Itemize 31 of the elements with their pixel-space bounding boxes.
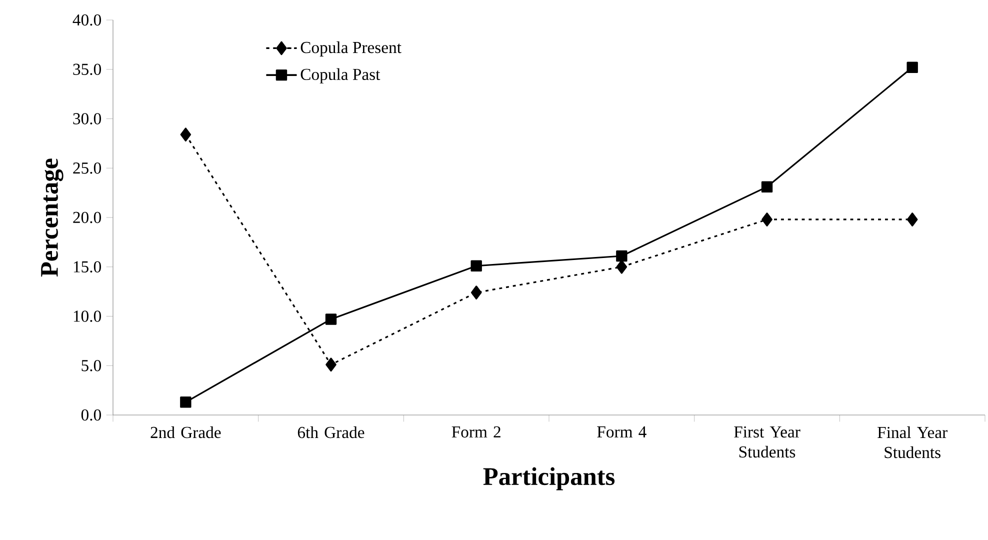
point	[470, 260, 482, 272]
x-tick-label: Form 2	[452, 426, 500, 438]
point	[761, 181, 773, 192]
y-tick-label: 40.0	[72, 14, 101, 26]
y-tick-label: 30.0	[73, 113, 101, 124]
x-tick-label: 6th Grade	[298, 426, 364, 438]
y-tick-label: 0.0	[81, 409, 101, 421]
point	[616, 260, 628, 274]
point	[616, 250, 628, 262]
x-tick-label: First Year Students	[734, 426, 800, 458]
point	[906, 62, 918, 73]
legend-label: Copula Past	[300, 68, 380, 84]
point	[906, 212, 918, 226]
y-tick-label: 20.0	[73, 212, 101, 224]
point	[762, 212, 772, 226]
point	[180, 396, 192, 408]
y-tick-label: 5.0	[82, 360, 101, 372]
point	[326, 358, 336, 372]
point	[325, 314, 337, 325]
y-tick-label: 25.0	[73, 162, 101, 174]
x-tick-label: Form 4	[597, 426, 646, 438]
x-axis-title: Participants	[483, 467, 615, 490]
point	[470, 286, 482, 300]
legend-label: Copula Present	[300, 41, 402, 57]
y-tick-label: 10.0	[74, 310, 101, 322]
y-tick-label: 35.0	[73, 64, 101, 76]
x-tick-label: Final Year Students	[878, 426, 948, 458]
point	[180, 128, 192, 142]
y-tick-label: 15.0	[74, 261, 101, 273]
x-tick-label: 2nd Grade	[150, 426, 221, 438]
y-axis-title: Percentage	[41, 158, 64, 277]
